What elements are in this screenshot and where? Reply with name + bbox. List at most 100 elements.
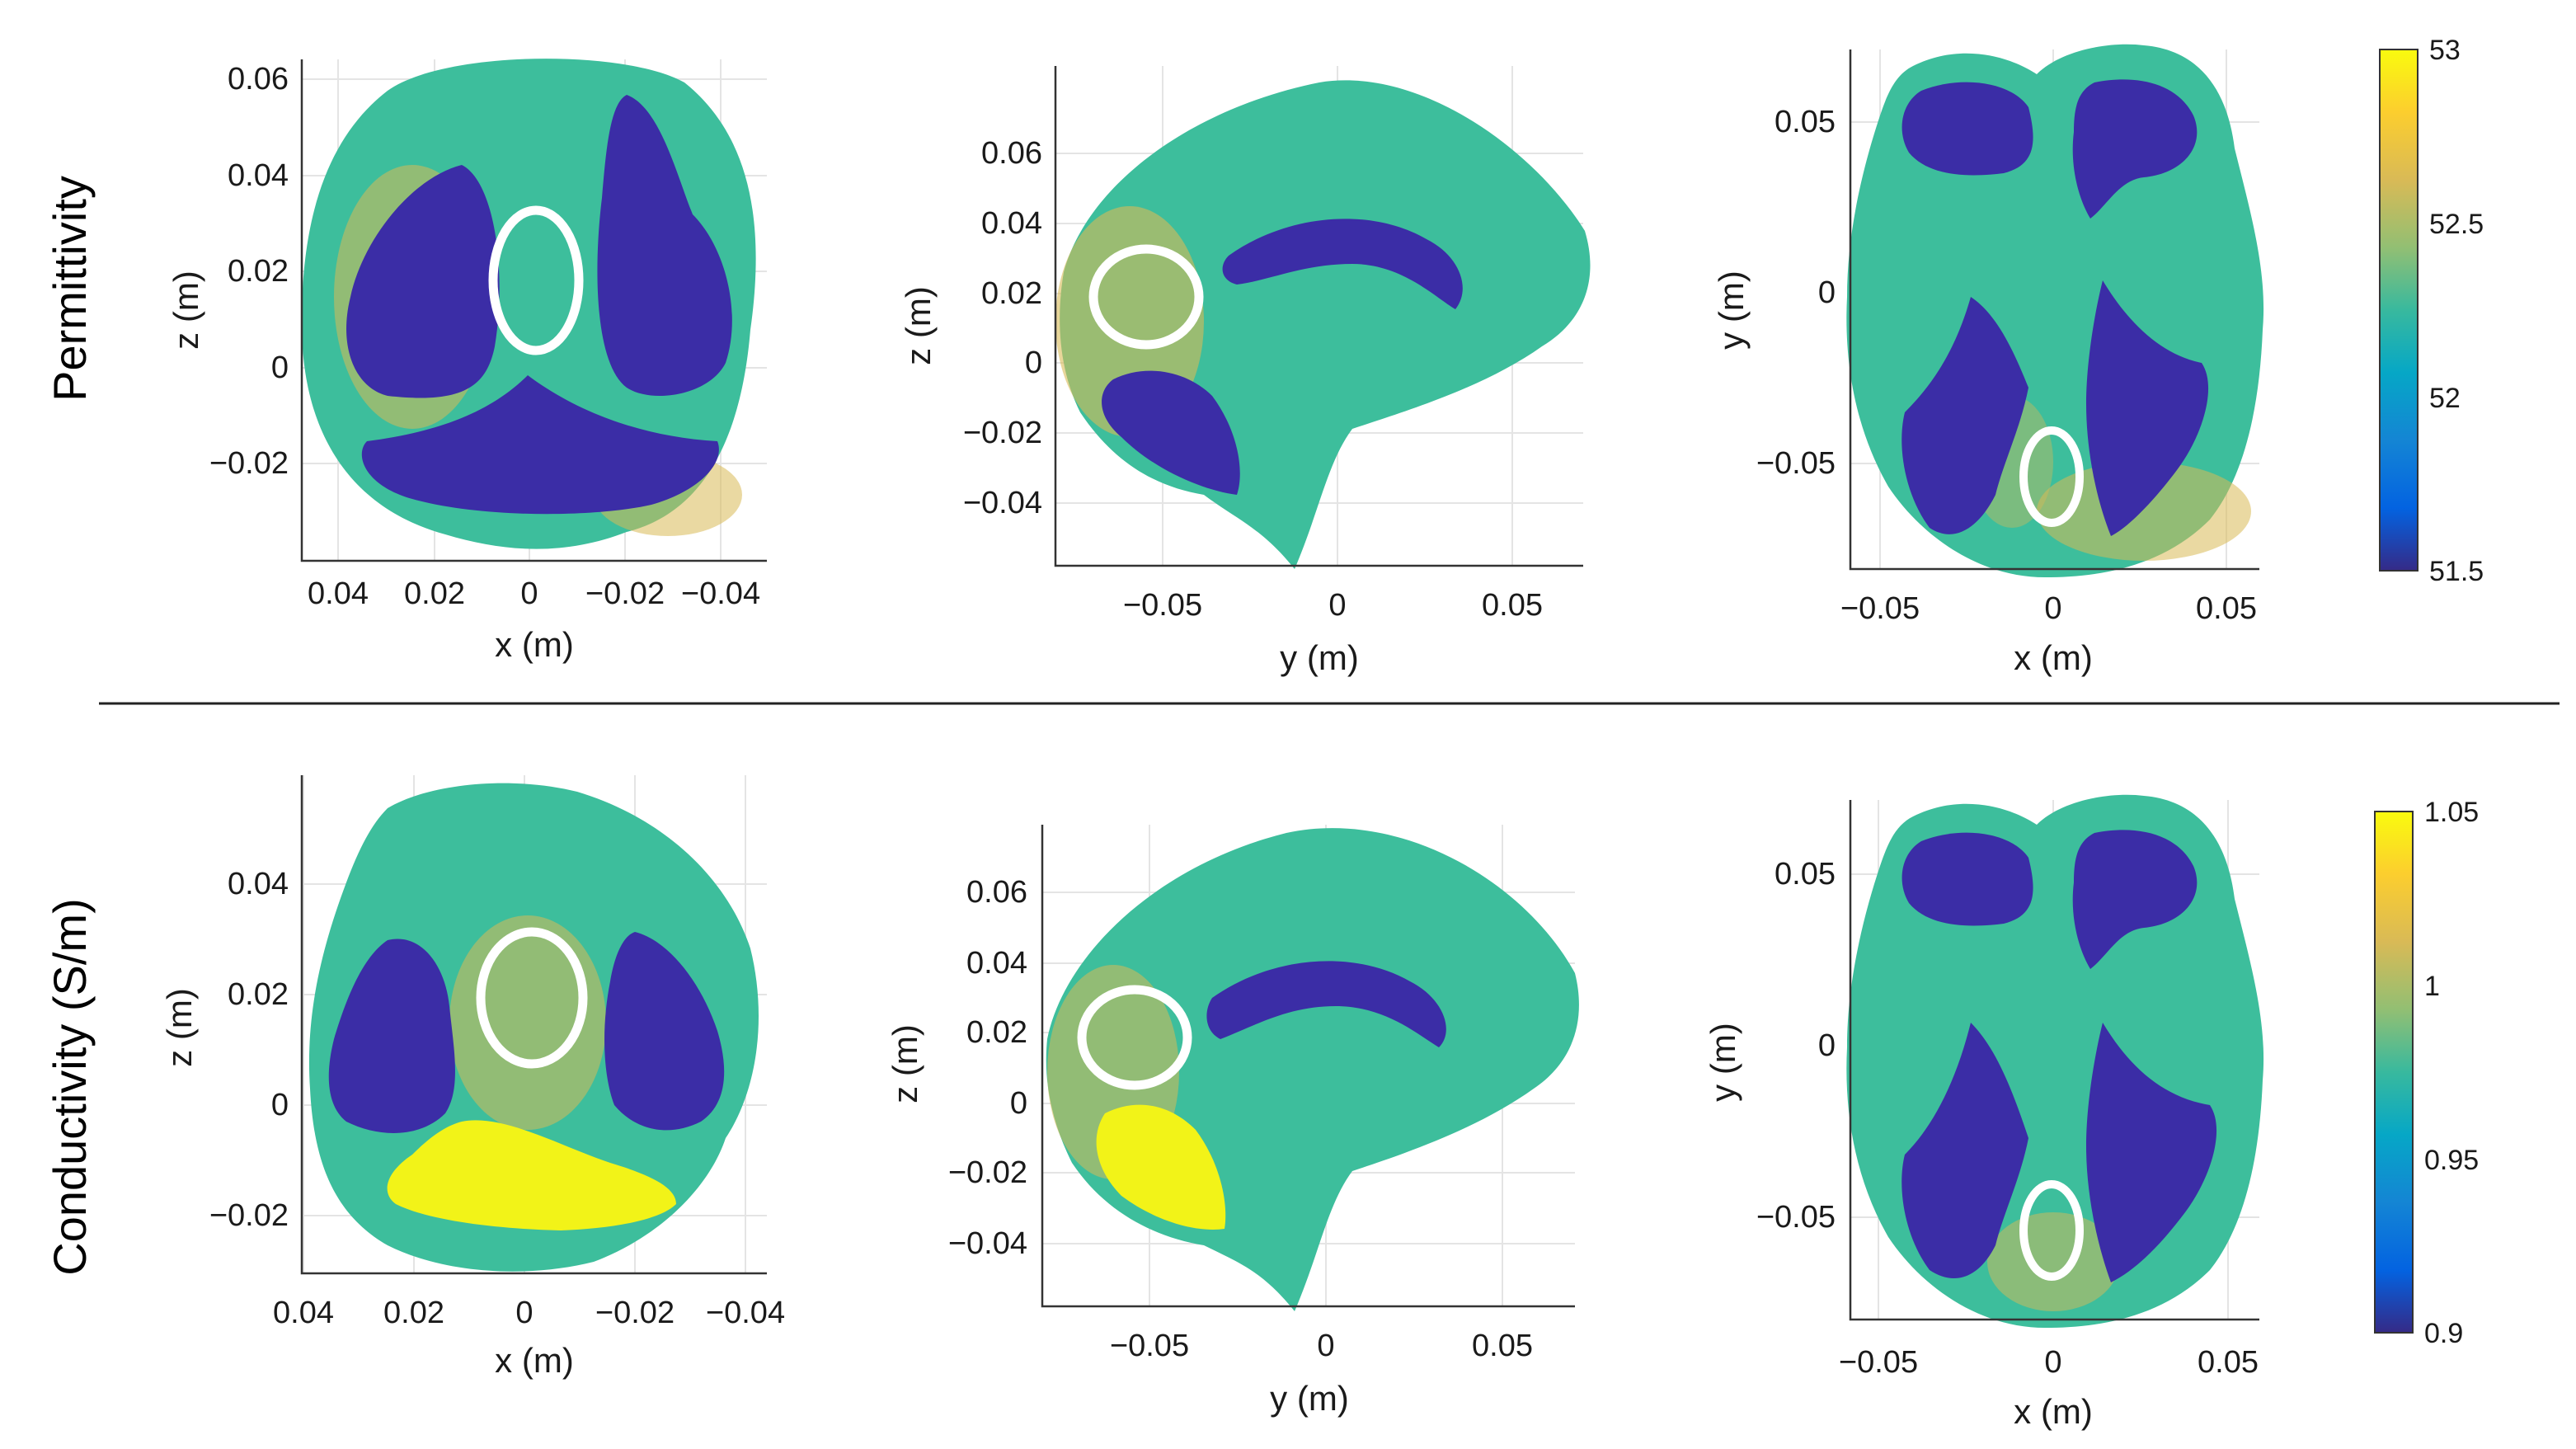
svg-text:0.04: 0.04 <box>228 158 289 193</box>
svg-text:0: 0 <box>1818 275 1836 310</box>
svg-text:0.05: 0.05 <box>1482 588 1543 623</box>
svg-text:−0.02: −0.02 <box>209 446 289 481</box>
dark-region <box>604 932 725 1131</box>
svg-text:0: 0 <box>2044 591 2061 626</box>
y-ticks: 0.06 0.04 0.02 0 −0.02 −0.04 <box>963 136 1042 520</box>
svg-text:0: 0 <box>520 576 538 611</box>
svg-text:0: 0 <box>1328 588 1346 623</box>
x-ticks: 0.04 0.02 0 −0.02 −0.04 <box>273 1296 785 1330</box>
tumor-outline <box>1088 244 1204 350</box>
x-axis-label: y (m) <box>1270 1379 1349 1418</box>
y-ticks: 0.06 0.04 0.02 0 −0.02 <box>209 62 289 481</box>
y-axis-label: z (m) <box>167 271 205 350</box>
dark-region <box>2086 1023 2217 1282</box>
svg-text:−0.05: −0.05 <box>1756 446 1836 481</box>
svg-text:−0.05: −0.05 <box>1756 1200 1836 1235</box>
dark-region <box>346 165 500 398</box>
svg-text:0.02: 0.02 <box>228 977 289 1012</box>
svg-text:−0.04: −0.04 <box>948 1226 1027 1261</box>
brain-slice <box>308 783 759 1272</box>
colorbar-tick: 0.9 <box>2424 1318 2463 1349</box>
svg-text:−0.02: −0.02 <box>585 576 665 611</box>
tumor-outline <box>1077 985 1192 1090</box>
panel-conductivity-axial: 0.05 0 −0.05 −0.05 0 0.05 x (m) y (m) <box>1704 794 2264 1431</box>
dark-region <box>1222 219 1463 309</box>
svg-text:0.04: 0.04 <box>308 576 369 611</box>
y-ticks: 0.04 0.02 0 −0.02 <box>209 867 289 1233</box>
brain-slice <box>1846 794 2264 1328</box>
y-axis-label: y (m) <box>1712 271 1751 350</box>
row-label-permittivity: Permittivity <box>44 176 96 402</box>
y-axis-label: z (m) <box>899 286 938 365</box>
dark-region-hot <box>1096 1104 1226 1230</box>
y-axis-label: z (m) <box>886 1024 924 1103</box>
y-ticks: 0.05 0 −0.05 <box>1756 857 1836 1235</box>
svg-text:0: 0 <box>1317 1329 1334 1363</box>
brain-slice <box>301 59 756 549</box>
svg-text:−0.02: −0.02 <box>595 1296 675 1330</box>
svg-text:0: 0 <box>271 350 289 385</box>
svg-text:−0.02: −0.02 <box>963 416 1042 450</box>
svg-text:−0.05: −0.05 <box>1123 588 1202 623</box>
svg-text:0.04: 0.04 <box>228 867 289 901</box>
dark-region <box>2072 830 2198 969</box>
svg-text:0.05: 0.05 <box>1775 105 1836 139</box>
colorbar-tick: 0.95 <box>2424 1145 2479 1176</box>
svg-text:0: 0 <box>271 1088 289 1122</box>
panel-conductivity-coronal: 0.04 0.02 0 −0.02 0.04 0.02 0 −0.02 −0.0… <box>160 775 785 1380</box>
svg-text:0.05: 0.05 <box>2198 1345 2259 1380</box>
svg-text:−0.04: −0.04 <box>706 1296 785 1330</box>
dark-region <box>597 95 732 396</box>
dark-region <box>1901 832 2033 926</box>
tumor-outline <box>2019 1180 2084 1281</box>
svg-text:0.02: 0.02 <box>404 576 465 611</box>
panel-permittivity-sagittal: 0.06 0.04 0.02 0 −0.02 −0.04 −0.05 0 0.0… <box>899 66 1591 677</box>
colorbar-tick: 1 <box>2424 971 2440 1002</box>
colorbar-conductivity: 1.05 1 0.95 0.9 <box>2374 797 2479 1349</box>
svg-text:0.06: 0.06 <box>966 875 1027 910</box>
dark-region <box>361 375 719 515</box>
x-ticks: −0.05 0 0.05 <box>1110 1329 1533 1363</box>
svg-text:0: 0 <box>515 1296 533 1330</box>
svg-text:0.05: 0.05 <box>1775 857 1836 892</box>
dark-region <box>1901 1023 2028 1278</box>
svg-text:0.04: 0.04 <box>966 946 1027 981</box>
svg-text:−0.04: −0.04 <box>963 486 1042 520</box>
svg-text:0.02: 0.02 <box>383 1296 444 1330</box>
y-axis-label: y (m) <box>1704 1023 1742 1102</box>
dark-region <box>1206 961 1446 1047</box>
svg-text:−0.05: −0.05 <box>1839 1345 1918 1380</box>
panel-permittivity-axial: 0.05 0 −0.05 −0.05 0 0.05 x (m) y (m) <box>1712 44 2264 677</box>
x-ticks: 0.04 0.02 0 −0.02 −0.04 <box>308 576 760 611</box>
y-axis-label: z (m) <box>160 988 199 1067</box>
x-axis-label: x (m) <box>495 1341 574 1380</box>
x-axis-label: y (m) <box>1280 638 1359 677</box>
panel-permittivity-coronal: 0.06 0.04 0.02 0 −0.02 0.04 0.02 0 −0.02… <box>167 59 767 664</box>
dark-region <box>1102 370 1240 495</box>
y-ticks: 0.05 0 −0.05 <box>1756 105 1836 481</box>
dark-region <box>328 939 455 1133</box>
svg-text:−0.05: −0.05 <box>1110 1329 1189 1363</box>
x-axis-label: x (m) <box>2014 638 2093 677</box>
brain-slice <box>1846 44 2264 578</box>
svg-text:0.04: 0.04 <box>981 206 1042 241</box>
colorbar-tick: 53 <box>2429 35 2461 66</box>
x-ticks: −0.05 0 0.05 <box>1840 591 2257 626</box>
dark-region <box>2086 280 2209 536</box>
y-ticks: 0.06 0.04 0.02 0 −0.02 −0.04 <box>948 875 1027 1261</box>
svg-text:0.04: 0.04 <box>273 1296 334 1330</box>
svg-text:0.05: 0.05 <box>1472 1329 1533 1363</box>
x-axis-label: x (m) <box>2014 1392 2093 1431</box>
svg-text:0.06: 0.06 <box>981 136 1042 171</box>
tumor-outline <box>488 205 584 355</box>
tumor-outline <box>2019 426 2084 527</box>
dark-region <box>2072 79 2198 219</box>
colorbar-tick: 1.05 <box>2424 797 2479 828</box>
svg-text:0.02: 0.02 <box>981 276 1042 311</box>
svg-text:0: 0 <box>1010 1086 1027 1121</box>
colorbar-tick: 51.5 <box>2429 556 2484 587</box>
x-ticks: −0.05 0 0.05 <box>1123 588 1543 623</box>
svg-text:0.06: 0.06 <box>228 62 289 96</box>
dark-region-hot <box>387 1120 676 1230</box>
